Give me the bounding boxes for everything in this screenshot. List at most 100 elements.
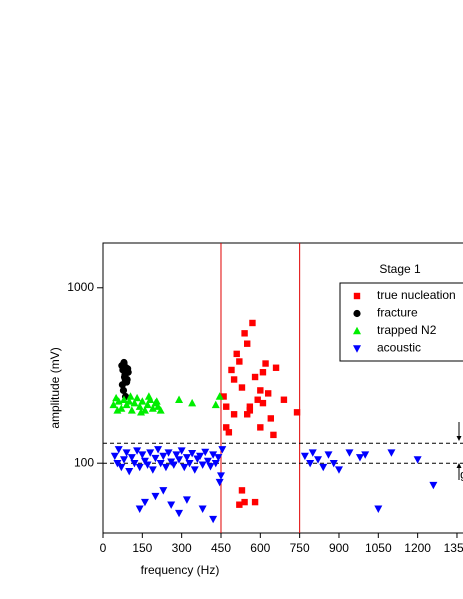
point: [223, 424, 230, 431]
point: [135, 402, 144, 410]
point: [140, 457, 149, 466]
point: [156, 459, 165, 468]
point: [324, 451, 333, 459]
point: [374, 505, 383, 513]
point: [159, 487, 168, 495]
point: [135, 463, 144, 472]
point: [241, 498, 248, 506]
point: [119, 395, 128, 403]
x-tick-label: 1200: [404, 541, 431, 555]
x-tick-label: 0: [100, 541, 107, 555]
point: [230, 376, 238, 383]
point: [306, 459, 315, 468]
point: [196, 452, 205, 461]
point: [182, 454, 191, 462]
point: [133, 447, 142, 455]
point: [144, 392, 153, 400]
arrow-head: [456, 436, 462, 441]
point: [251, 373, 259, 381]
point: [130, 459, 139, 468]
point: [114, 446, 123, 454]
point: [124, 365, 132, 373]
point: [169, 461, 178, 469]
point: [113, 459, 122, 468]
point: [215, 478, 224, 487]
point: [209, 451, 218, 459]
point: [206, 463, 215, 471]
point: [293, 409, 301, 416]
point: [138, 451, 147, 459]
legend-title: Stage 1: [379, 262, 421, 276]
point: [259, 369, 267, 376]
annotation: gap: [460, 468, 463, 482]
point: [151, 492, 160, 501]
point: [135, 505, 144, 513]
point: [164, 449, 173, 457]
point: [177, 447, 186, 455]
point: [267, 415, 275, 422]
point: [257, 387, 264, 394]
point: [122, 449, 131, 457]
point: [211, 400, 220, 409]
point: [211, 459, 220, 468]
point: [188, 398, 197, 407]
point: [120, 358, 128, 367]
point: [119, 456, 128, 464]
point: [201, 448, 210, 457]
point: [172, 451, 181, 459]
x-axis-label: frequency (Hz): [141, 563, 220, 577]
legend-label: fracture: [377, 306, 418, 320]
point: [238, 487, 246, 494]
point: [249, 319, 256, 327]
point: [152, 397, 161, 405]
point: [238, 384, 246, 391]
point: [270, 431, 277, 439]
point: [175, 456, 184, 464]
point: [182, 496, 191, 504]
arrow-head: [456, 463, 462, 468]
x-tick-label: 1350: [444, 541, 463, 555]
point: [246, 407, 254, 414]
legend-label: trapped N2: [377, 323, 437, 337]
point: [241, 330, 248, 337]
point: [233, 350, 240, 358]
point: [308, 449, 317, 457]
point: [127, 406, 136, 414]
point: [264, 390, 272, 397]
point: [133, 393, 142, 402]
point: [319, 463, 328, 472]
point: [429, 481, 438, 490]
point: [280, 396, 288, 403]
point: [198, 461, 207, 469]
point: [216, 472, 225, 480]
x-tick-label: 900: [329, 541, 349, 555]
point: [345, 449, 354, 457]
point: [156, 406, 165, 414]
x-tick-label: 750: [290, 541, 310, 555]
point: [175, 395, 184, 403]
legend-marker: [353, 326, 361, 335]
point: [140, 498, 149, 507]
point: [209, 515, 218, 524]
x-tick-label: 450: [211, 541, 231, 555]
point: [188, 450, 197, 458]
x-tick-label: 300: [172, 541, 192, 555]
point: [121, 375, 129, 384]
point: [272, 364, 280, 371]
point: [329, 459, 338, 468]
point: [236, 358, 243, 365]
point: [257, 424, 264, 431]
x-tick-label: 1050: [365, 541, 392, 555]
legend-marker: [353, 345, 361, 353]
point: [251, 498, 259, 506]
point: [146, 449, 155, 457]
point: [225, 429, 233, 436]
point: [246, 403, 254, 410]
legend-marker: [353, 309, 361, 318]
legend-label: true nucleation: [377, 288, 456, 302]
point: [387, 449, 396, 457]
point: [314, 456, 323, 464]
point: [190, 466, 199, 474]
point: [198, 505, 207, 513]
